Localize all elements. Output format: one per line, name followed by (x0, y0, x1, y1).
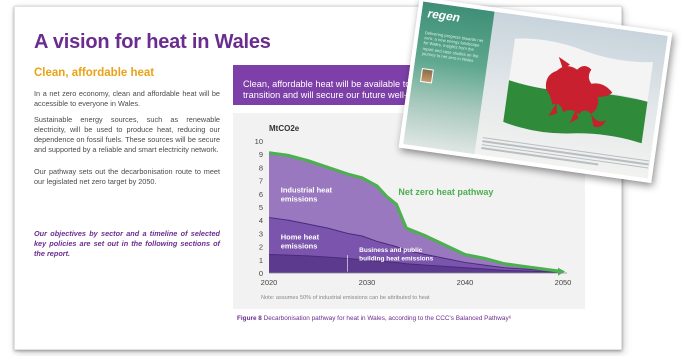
y-tick-label: 6 (259, 190, 263, 199)
x-tick-label: 2030 (359, 278, 376, 287)
section-subtitle: Clean, affordable heat (34, 67, 155, 79)
y-tick-label: 3 (259, 229, 263, 238)
y-tick-label: 5 (259, 203, 263, 212)
label-business-emissions: building heat emissions (359, 255, 433, 262)
paragraph-2: Sustainable energy sources, such as rene… (34, 115, 220, 154)
y-tick-label: 10 (255, 137, 263, 146)
pathway-arrow-icon (558, 267, 565, 276)
y-tick-label: 7 (259, 177, 263, 186)
label-business-heat: Business and public (359, 247, 423, 254)
paragraph-1: In a net zero economy, clean and afforda… (34, 89, 220, 108)
chart-svg: MtCO2e 0 1 2 3 4 5 6 7 8 9 10 2020 2030 2040 2050 Indust… (255, 124, 572, 301)
y-axis-label: MtCO2e (269, 124, 300, 133)
author-portrait (420, 67, 434, 84)
regen-logo: regen (426, 6, 461, 25)
y-tick-label: 8 (259, 163, 263, 172)
y-tick-label: 9 (259, 150, 263, 159)
x-tick-label: 2020 (261, 278, 278, 287)
chart-note: Note: assumes 50% of industrial emission… (261, 295, 430, 301)
figure-caption: Figure 8 Decarbonisation pathway for hea… (237, 315, 511, 322)
y-tick-label: 2 (259, 243, 263, 252)
paragraph-objectives: Our objectives by sector and a timeline … (34, 229, 220, 258)
label-home-heat: Home heat (281, 232, 320, 241)
report-cover-text: Delivering progress towards net zero: a … (421, 30, 484, 63)
figure-number: Figure 8 (237, 315, 262, 322)
net-zero-pathway-line (268, 151, 564, 274)
label-industrial-emissions: emissions (281, 195, 318, 204)
banner-line-2: transition and will secure our future we… (243, 90, 418, 100)
x-tick-label: 2040 (457, 278, 474, 287)
business-heat-area (269, 254, 563, 273)
red-dragon-icon (545, 56, 613, 128)
y-tick-label: 1 (259, 256, 263, 265)
label-home-emissions: emissions (281, 242, 318, 251)
label-net-zero-pathway: Net zero heat pathway (398, 187, 493, 197)
label-industrial-heat: Industrial heat (281, 185, 333, 194)
page-title: A vision for heat in Wales (34, 31, 271, 53)
paragraph-3: Our pathway sets out the decarbonisation… (34, 167, 220, 186)
y-tick-label: 4 (259, 216, 263, 225)
figure-caption-text: Decarbonisation pathway for heat in Wale… (261, 315, 512, 322)
report-cover-photo: regen Delivering progress towards net ze… (398, 0, 673, 184)
x-tick-label: 2050 (555, 278, 572, 287)
banner-line-1: Clean, affordable heat will be available… (243, 79, 419, 89)
home-heat-line (268, 217, 564, 273)
y-tick-label: 0 (259, 269, 263, 278)
welsh-flag (503, 38, 654, 144)
business-heat-line (268, 254, 564, 273)
